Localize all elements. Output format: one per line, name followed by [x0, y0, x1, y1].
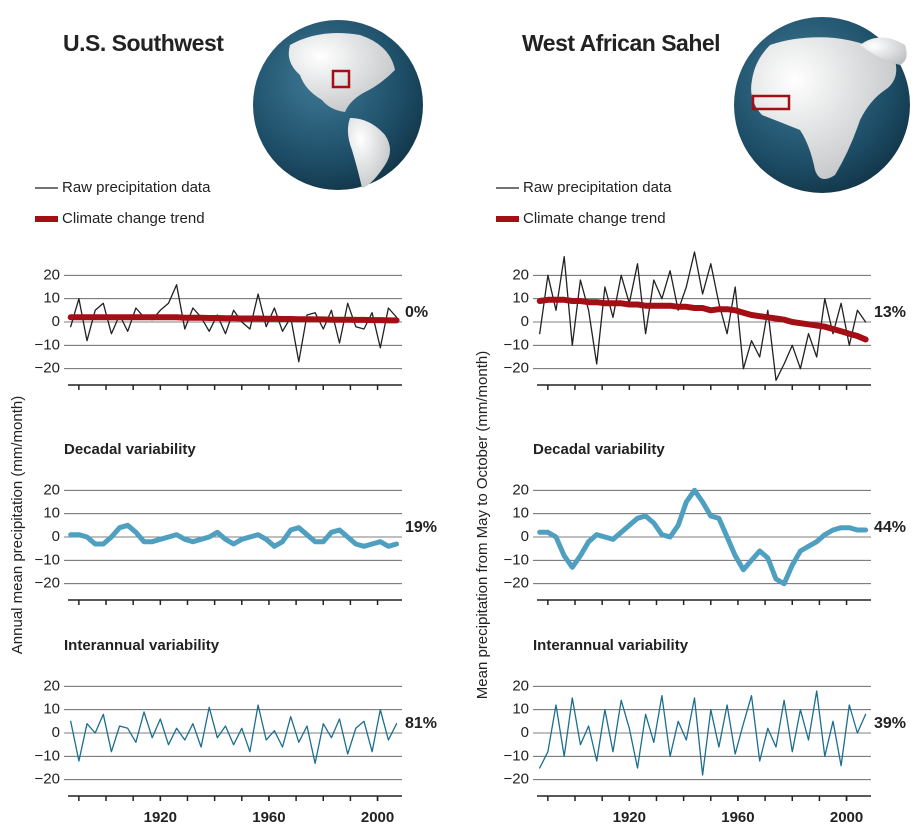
legend-label: Climate change trend	[62, 210, 205, 227]
y-tick-label: 20	[43, 266, 60, 283]
x-tick-label: 2000	[830, 809, 863, 826]
panel-title: Decadal variability	[533, 441, 665, 458]
legend-label: Raw precipitation data	[523, 179, 672, 196]
y-tick-label: 10	[43, 505, 60, 522]
y-tick-label: −10	[504, 336, 529, 353]
x-tick-label: 1920	[144, 809, 177, 826]
legend-label: Raw precipitation data	[62, 179, 211, 196]
y-tick-label: 10	[512, 505, 529, 522]
y-tick-label: 20	[43, 677, 60, 694]
y-tick-label: −10	[35, 747, 60, 764]
y-tick-label: 20	[512, 677, 529, 694]
x-tick-label: 1960	[252, 809, 285, 826]
y-tick-label: −20	[504, 771, 529, 788]
x-tick-label: 1920	[613, 809, 646, 826]
panel-title: Interannual variability	[64, 637, 220, 654]
region-title: West African Sahel	[522, 30, 720, 56]
y-tick-label: 0	[521, 528, 529, 545]
y-axis-label: Mean precipitation from May to October (…	[474, 351, 491, 699]
series-line	[540, 252, 866, 380]
legend-label: Climate change trend	[523, 210, 666, 227]
y-tick-label: 10	[43, 290, 60, 307]
y-tick-label: 0	[521, 313, 529, 330]
share-label: 19%	[405, 519, 437, 536]
y-tick-label: −10	[504, 747, 529, 764]
y-tick-label: 0	[52, 313, 60, 330]
y-tick-label: 10	[512, 701, 529, 718]
share-label: 81%	[405, 715, 437, 732]
figure: U.S. Southwest West African Sahel Annual…	[0, 0, 922, 833]
globe-africa	[734, 17, 910, 193]
share-label: 39%	[874, 715, 906, 732]
region-title: U.S. Southwest	[63, 30, 224, 56]
y-tick-label: −20	[35, 575, 60, 592]
panel-title: Decadal variability	[64, 441, 196, 458]
series-line	[71, 317, 397, 320]
globe-americas	[253, 20, 423, 190]
y-tick-label: −10	[504, 551, 529, 568]
y-axis-label: Annual mean precipitation (mm/month)	[9, 396, 26, 654]
share-label: 0%	[405, 304, 428, 321]
series-line	[540, 300, 866, 340]
y-tick-label: 10	[43, 701, 60, 718]
panel-title: Interannual variability	[533, 637, 689, 654]
x-tick-label: 1960	[721, 809, 754, 826]
y-tick-label: 20	[512, 481, 529, 498]
x-tick-label: 2000	[361, 809, 394, 826]
y-tick-label: 0	[521, 724, 529, 741]
y-tick-label: −10	[35, 551, 60, 568]
y-tick-label: −10	[35, 336, 60, 353]
series-line	[71, 285, 397, 362]
series-line	[71, 705, 397, 763]
y-tick-label: 20	[512, 266, 529, 283]
share-label: 44%	[874, 519, 906, 536]
share-label: 13%	[874, 304, 906, 321]
y-tick-label: −20	[504, 575, 529, 592]
y-tick-label: 0	[52, 724, 60, 741]
y-tick-label: −20	[35, 360, 60, 377]
series-line	[71, 525, 397, 546]
y-tick-label: −20	[35, 771, 60, 788]
y-tick-label: 10	[512, 290, 529, 307]
y-tick-label: −20	[504, 360, 529, 377]
y-tick-label: 20	[43, 481, 60, 498]
y-tick-label: 0	[52, 528, 60, 545]
